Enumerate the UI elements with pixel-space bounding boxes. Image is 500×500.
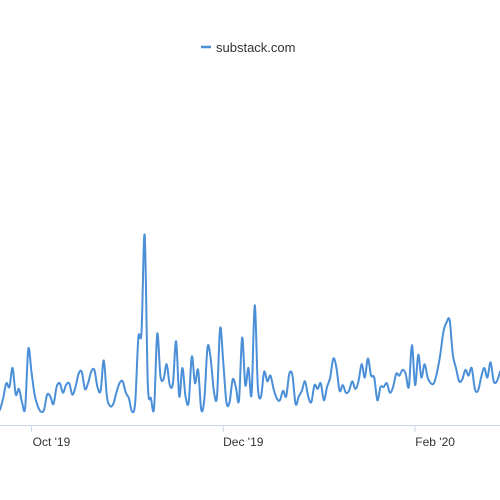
legend[interactable]: substack.com bbox=[201, 40, 295, 55]
legend-label-substack: substack.com bbox=[216, 40, 295, 55]
x-axis: Oct '19 Dec '19 Feb '20 bbox=[30, 425, 455, 449]
x-tick-label: Feb '20 bbox=[415, 435, 455, 449]
series-line-substack[interactable] bbox=[0, 233, 500, 414]
plot-area bbox=[0, 233, 500, 414]
x-tick-label: Dec '19 bbox=[223, 435, 264, 449]
x-tick-label: Oct '19 bbox=[33, 435, 71, 449]
